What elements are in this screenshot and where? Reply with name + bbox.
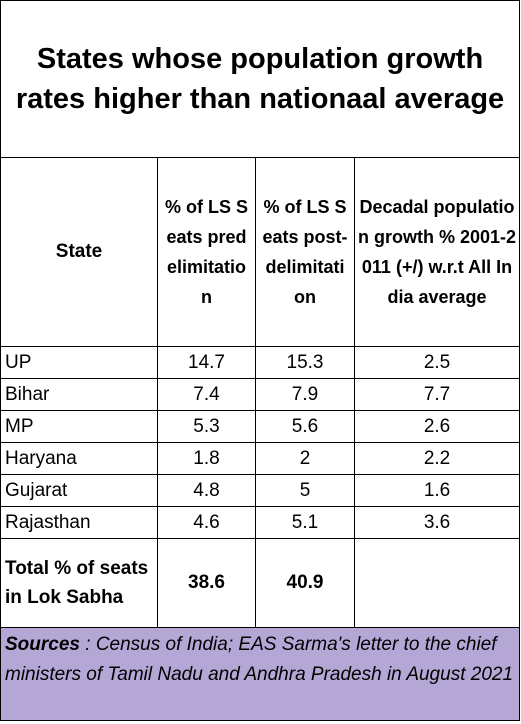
table-row: Rajasthan 4.6 5.1 3.6: [0, 506, 521, 539]
cell-post: 7.9: [255, 378, 355, 411]
header-post-delimitation: % of LS Seats post-delimitation: [255, 157, 355, 347]
total-row: Total % of seats in Lok Sabha 38.6 40.9: [0, 538, 521, 628]
cell-growth: 2.2: [353, 442, 521, 475]
total-growth: [353, 538, 521, 628]
cell-pre: 7.4: [157, 378, 256, 411]
cell-state: MP: [0, 410, 158, 443]
sources-row: Sources : Census of India; EAS Sarma's l…: [0, 627, 521, 721]
cell-post: 5.6: [255, 410, 355, 443]
cell-growth: 1.6: [353, 474, 521, 507]
cell-pre: 4.8: [157, 474, 256, 507]
total-label: Total % of seats in Lok Sabha: [0, 538, 158, 628]
header-pre-delimitation: % of LS Seats predelimitation: [157, 157, 256, 347]
cell-state: Haryana: [0, 442, 158, 475]
header-row: State % of LS Seats predelimitation % of…: [0, 157, 521, 347]
cell-state: Bihar: [0, 378, 158, 411]
table-row: Gujarat 4.8 5 1.6: [0, 474, 521, 507]
header-decadal-growth: Decadal population growth % 2001-2011 (+…: [353, 157, 521, 347]
cell-growth: 3.6: [353, 506, 521, 539]
cell-post: 2: [255, 442, 355, 475]
sources-label: Sources: [5, 634, 80, 655]
table-row: Haryana 1.8 2 2.2: [0, 442, 521, 475]
total-pre: 38.6: [157, 538, 256, 628]
cell-growth: 2.6: [353, 410, 521, 443]
table-row: MP 5.3 5.6 2.6: [0, 410, 521, 443]
sources-cell: Sources : Census of India; EAS Sarma's l…: [0, 627, 521, 721]
table-row: UP 14.7 15.3 2.5: [0, 346, 521, 379]
header-state: State: [0, 157, 158, 347]
cell-state: Rajasthan: [0, 506, 158, 539]
cell-state: UP: [0, 346, 158, 379]
cell-growth: 7.7: [353, 378, 521, 411]
cell-growth: 2.5: [353, 346, 521, 379]
cell-pre: 4.6: [157, 506, 256, 539]
sources-text: : Census of India; EAS Sarma's letter to…: [5, 634, 514, 685]
cell-pre: 5.3: [157, 410, 256, 443]
cell-post: 5.1: [255, 506, 355, 539]
cell-post: 5: [255, 474, 355, 507]
table-title: States whose population growth rates hig…: [0, 0, 521, 158]
cell-pre: 1.8: [157, 442, 256, 475]
cell-state: Gujarat: [0, 474, 158, 507]
cell-post: 15.3: [255, 346, 355, 379]
cell-pre: 14.7: [157, 346, 256, 379]
total-post: 40.9: [255, 538, 355, 628]
table-row: Bihar 7.4 7.9 7.7: [0, 378, 521, 411]
